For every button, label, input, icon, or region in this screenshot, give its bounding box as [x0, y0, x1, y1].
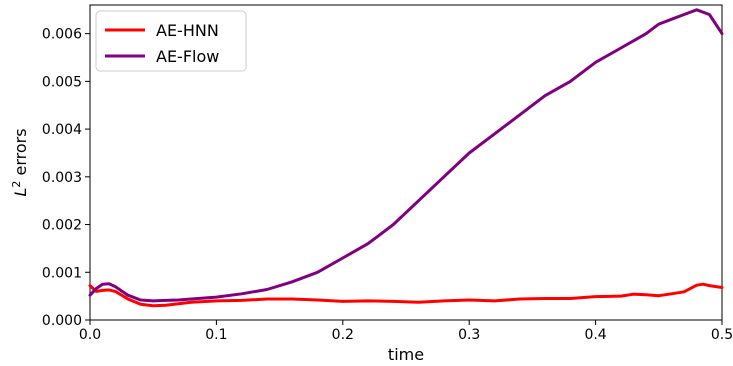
- plot-area: [88, 4, 724, 321]
- y-axis: 0.000 0.001 0.002 0.003 0.004 0.005 0.006: [42, 27, 90, 329]
- x-tick-label: 0.2: [332, 327, 354, 343]
- x-axis-label: time: [388, 345, 424, 364]
- series-line-ae-hnn: [88, 282, 724, 308]
- series-line-ae-flow: [88, 8, 724, 303]
- y-axis-label-main: L: [11, 188, 30, 197]
- legend-label-ae-flow: AE-Flow: [156, 47, 219, 66]
- series-group: [88, 8, 724, 308]
- legend: AE-HNN AE-Flow: [95, 10, 247, 72]
- x-axis: 0.0 0.1 0.2 0.3 0.4 0.5: [79, 320, 733, 343]
- y-tick-label: 0.003: [42, 170, 82, 186]
- x-tick-label: 0.4: [584, 327, 606, 343]
- y-axis-label-superscript: 2: [10, 181, 23, 188]
- plot-frame: [89, 4, 723, 321]
- y-tick-label: 0.000: [42, 313, 82, 329]
- y-tick-label: 0.005: [42, 74, 82, 90]
- y-tick-label: 0.002: [42, 218, 82, 234]
- y-tick-label: 0.004: [42, 122, 82, 138]
- x-tick-label: 0.5: [711, 327, 733, 343]
- x-tick-label: 0.3: [458, 327, 480, 343]
- legend-label-ae-hnn: AE-HNN: [156, 21, 219, 40]
- y-tick-label: 0.001: [42, 265, 82, 281]
- x-tick-label: 0.1: [205, 327, 227, 343]
- y-axis-label-rest: errors: [11, 128, 30, 180]
- x-tick-label: 0.0: [79, 327, 101, 343]
- y-tick-label: 0.006: [42, 27, 82, 43]
- y-axis-label: L2 errors: [10, 128, 31, 196]
